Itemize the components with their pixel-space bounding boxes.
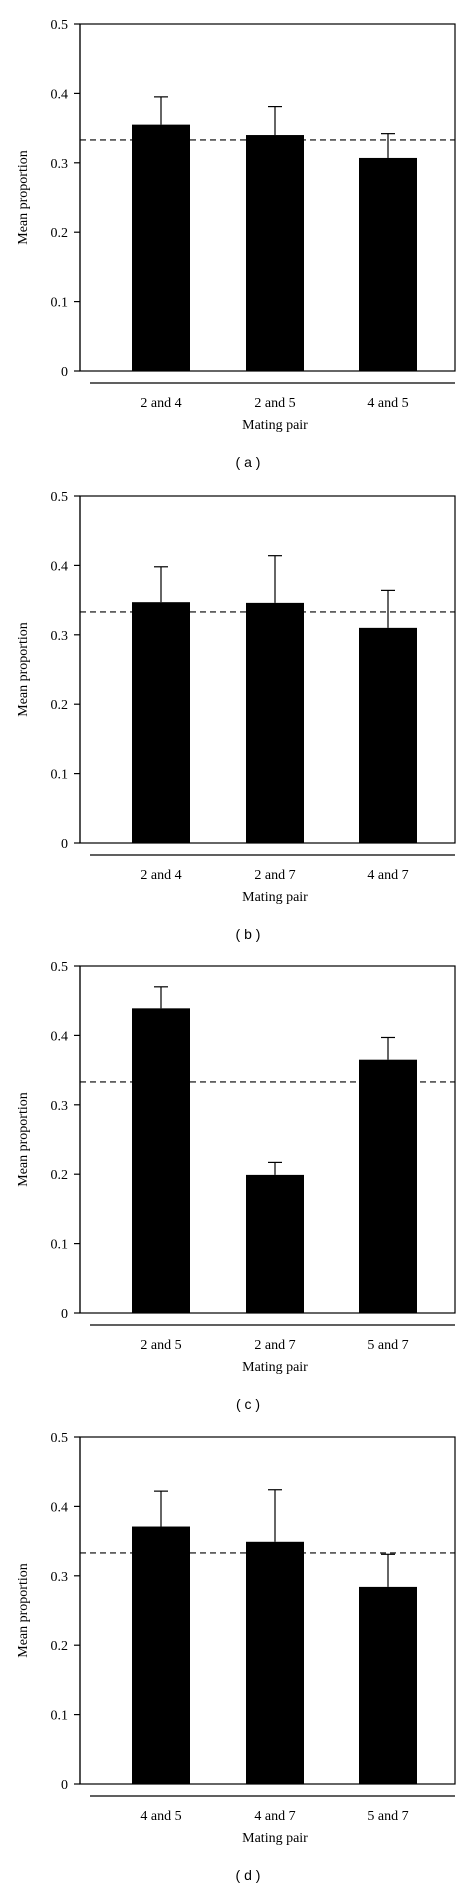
bar: [132, 1008, 190, 1313]
y-axis-title: Mean proportion: [16, 150, 31, 244]
y-tick-label: 0.5: [51, 490, 69, 505]
bar: [359, 1059, 417, 1313]
y-tick-label: 0.2: [51, 1168, 69, 1183]
y-axis-title: Mean proportion: [16, 1092, 31, 1186]
chart-panel-d: 0 0.1 0.2 0.3 0.4 0.5 Mean proportion 4 and 5 4 …: [16, 1431, 456, 1883]
x-axis-title: Mating pair: [242, 1831, 308, 1846]
panel-label: ( b ): [236, 926, 261, 942]
y-tick-label: 0.1: [51, 1709, 69, 1724]
y-tick-label: 0.3: [51, 1099, 69, 1114]
y-tick-label: 0.4: [51, 1029, 69, 1044]
x-tick-label: 4 and 5: [367, 396, 408, 411]
y-tick-label: 0: [61, 365, 68, 380]
y-tick-label: 0.1: [51, 296, 69, 311]
bar: [359, 157, 417, 371]
y-tick-label: 0.3: [51, 1570, 69, 1585]
x-tick-label: 5 and 7: [367, 1338, 408, 1353]
bar: [132, 124, 190, 371]
y-axis-title: Mean proportion: [16, 1563, 31, 1657]
y-tick-label: 0.1: [51, 768, 69, 783]
y-tick-label: 0.2: [51, 226, 69, 241]
x-axis-title: Mating pair: [242, 418, 308, 433]
bar: [132, 1526, 190, 1784]
bar: [246, 135, 304, 371]
chart-panel-c: 0 0.1 0.2 0.3 0.4 0.5 Mean proportion 2 and 5 2 …: [16, 960, 456, 1412]
x-tick-label: 4 and 7: [367, 868, 408, 883]
panel-label: ( c ): [236, 1396, 260, 1412]
bar: [246, 602, 304, 843]
x-tick-label: 2 and 4: [140, 868, 181, 883]
x-tick-label: 2 and 5: [254, 396, 295, 411]
y-tick-label: 0.5: [51, 960, 69, 975]
x-tick-label: 2 and 5: [140, 1338, 181, 1353]
y-tick-label: 0.2: [51, 1639, 69, 1654]
y-tick-label: 0: [61, 1778, 68, 1793]
x-tick-label: 4 and 5: [140, 1809, 181, 1824]
y-tick-label: 0.4: [51, 87, 69, 102]
y-tick-label: 0.4: [51, 1500, 69, 1515]
x-tick-label: 4 and 7: [254, 1809, 295, 1824]
x-tick-label: 2 and 7: [254, 868, 295, 883]
y-tick-label: 0.3: [51, 157, 69, 172]
x-axis-title: Mating pair: [242, 1360, 308, 1375]
y-tick-label: 0.5: [51, 18, 69, 33]
y-tick-label: 0.3: [51, 629, 69, 644]
y-axis-title: Mean proportion: [16, 622, 31, 716]
x-tick-label: 2 and 4: [140, 396, 181, 411]
bar: [246, 1174, 304, 1313]
x-tick-label: 2 and 7: [254, 1338, 295, 1353]
y-tick-label: 0.1: [51, 1238, 69, 1253]
panel-label: ( d ): [236, 1867, 261, 1883]
y-tick-label: 0: [61, 837, 68, 852]
bar: [246, 1541, 304, 1784]
x-tick-label: 5 and 7: [367, 1809, 408, 1824]
bar: [132, 602, 190, 843]
bar: [359, 627, 417, 843]
x-axis-title: Mating pair: [242, 890, 308, 905]
chart-panel-b: 0 0.1 0.2 0.3 0.4 0.5 Mean proportion 2 and 4 2 …: [16, 490, 456, 942]
panel-label: ( a ): [236, 454, 261, 470]
y-tick-label: 0.4: [51, 559, 69, 574]
bar: [359, 1586, 417, 1784]
y-tick-label: 0: [61, 1307, 68, 1322]
chart-panel-a: 0 0.1 0.2 0.3 0.4 0.5 Mean proportion 2 and 4 2 …: [16, 18, 456, 470]
y-tick-label: 0.5: [51, 1431, 69, 1446]
y-tick-label: 0.2: [51, 698, 69, 713]
